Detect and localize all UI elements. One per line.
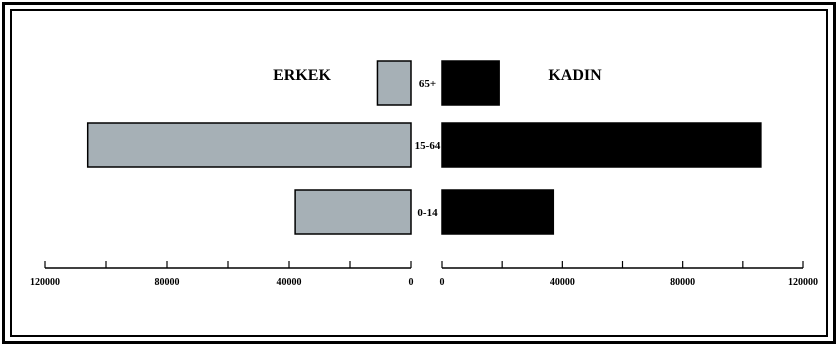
kadin-bars — [441, 60, 762, 235]
age-group-labels: 65+ 15-64 0-14 — [415, 78, 441, 219]
bar-erkek-65plus — [376, 60, 412, 106]
bar-kadin-65plus — [441, 60, 500, 106]
legend-kadin: KADIN — [548, 67, 602, 84]
left-tick-label: 0 — [409, 277, 414, 288]
right-tick-label: 40000 — [550, 277, 575, 288]
left-tick-label: 40000 — [277, 277, 302, 288]
chart-inner-frame — [10, 9, 828, 337]
right-tick-label: 120000 — [788, 277, 818, 288]
category-label-0-14: 0-14 — [417, 207, 438, 219]
left-x-axis: 120000 80000 40000 0 — [30, 261, 414, 288]
legend-erkek: ERKEK — [273, 67, 331, 84]
right-tick-label: 0 — [440, 277, 445, 288]
right-x-axis: 0 40000 80000 120000 — [440, 261, 818, 288]
category-label-15-64: 15-64 — [415, 140, 441, 152]
bar-erkek-15-64 — [86, 122, 412, 168]
left-tick-label: 80000 — [155, 277, 180, 288]
category-label-65plus: 65+ — [419, 78, 436, 90]
bar-erkek-0-14 — [294, 189, 412, 235]
erkek-bars — [86, 60, 412, 235]
bar-kadin-15-64 — [441, 122, 762, 168]
left-tick-label: 120000 — [30, 277, 60, 288]
bar-kadin-0-14 — [441, 189, 555, 235]
right-tick-label: 80000 — [670, 277, 695, 288]
